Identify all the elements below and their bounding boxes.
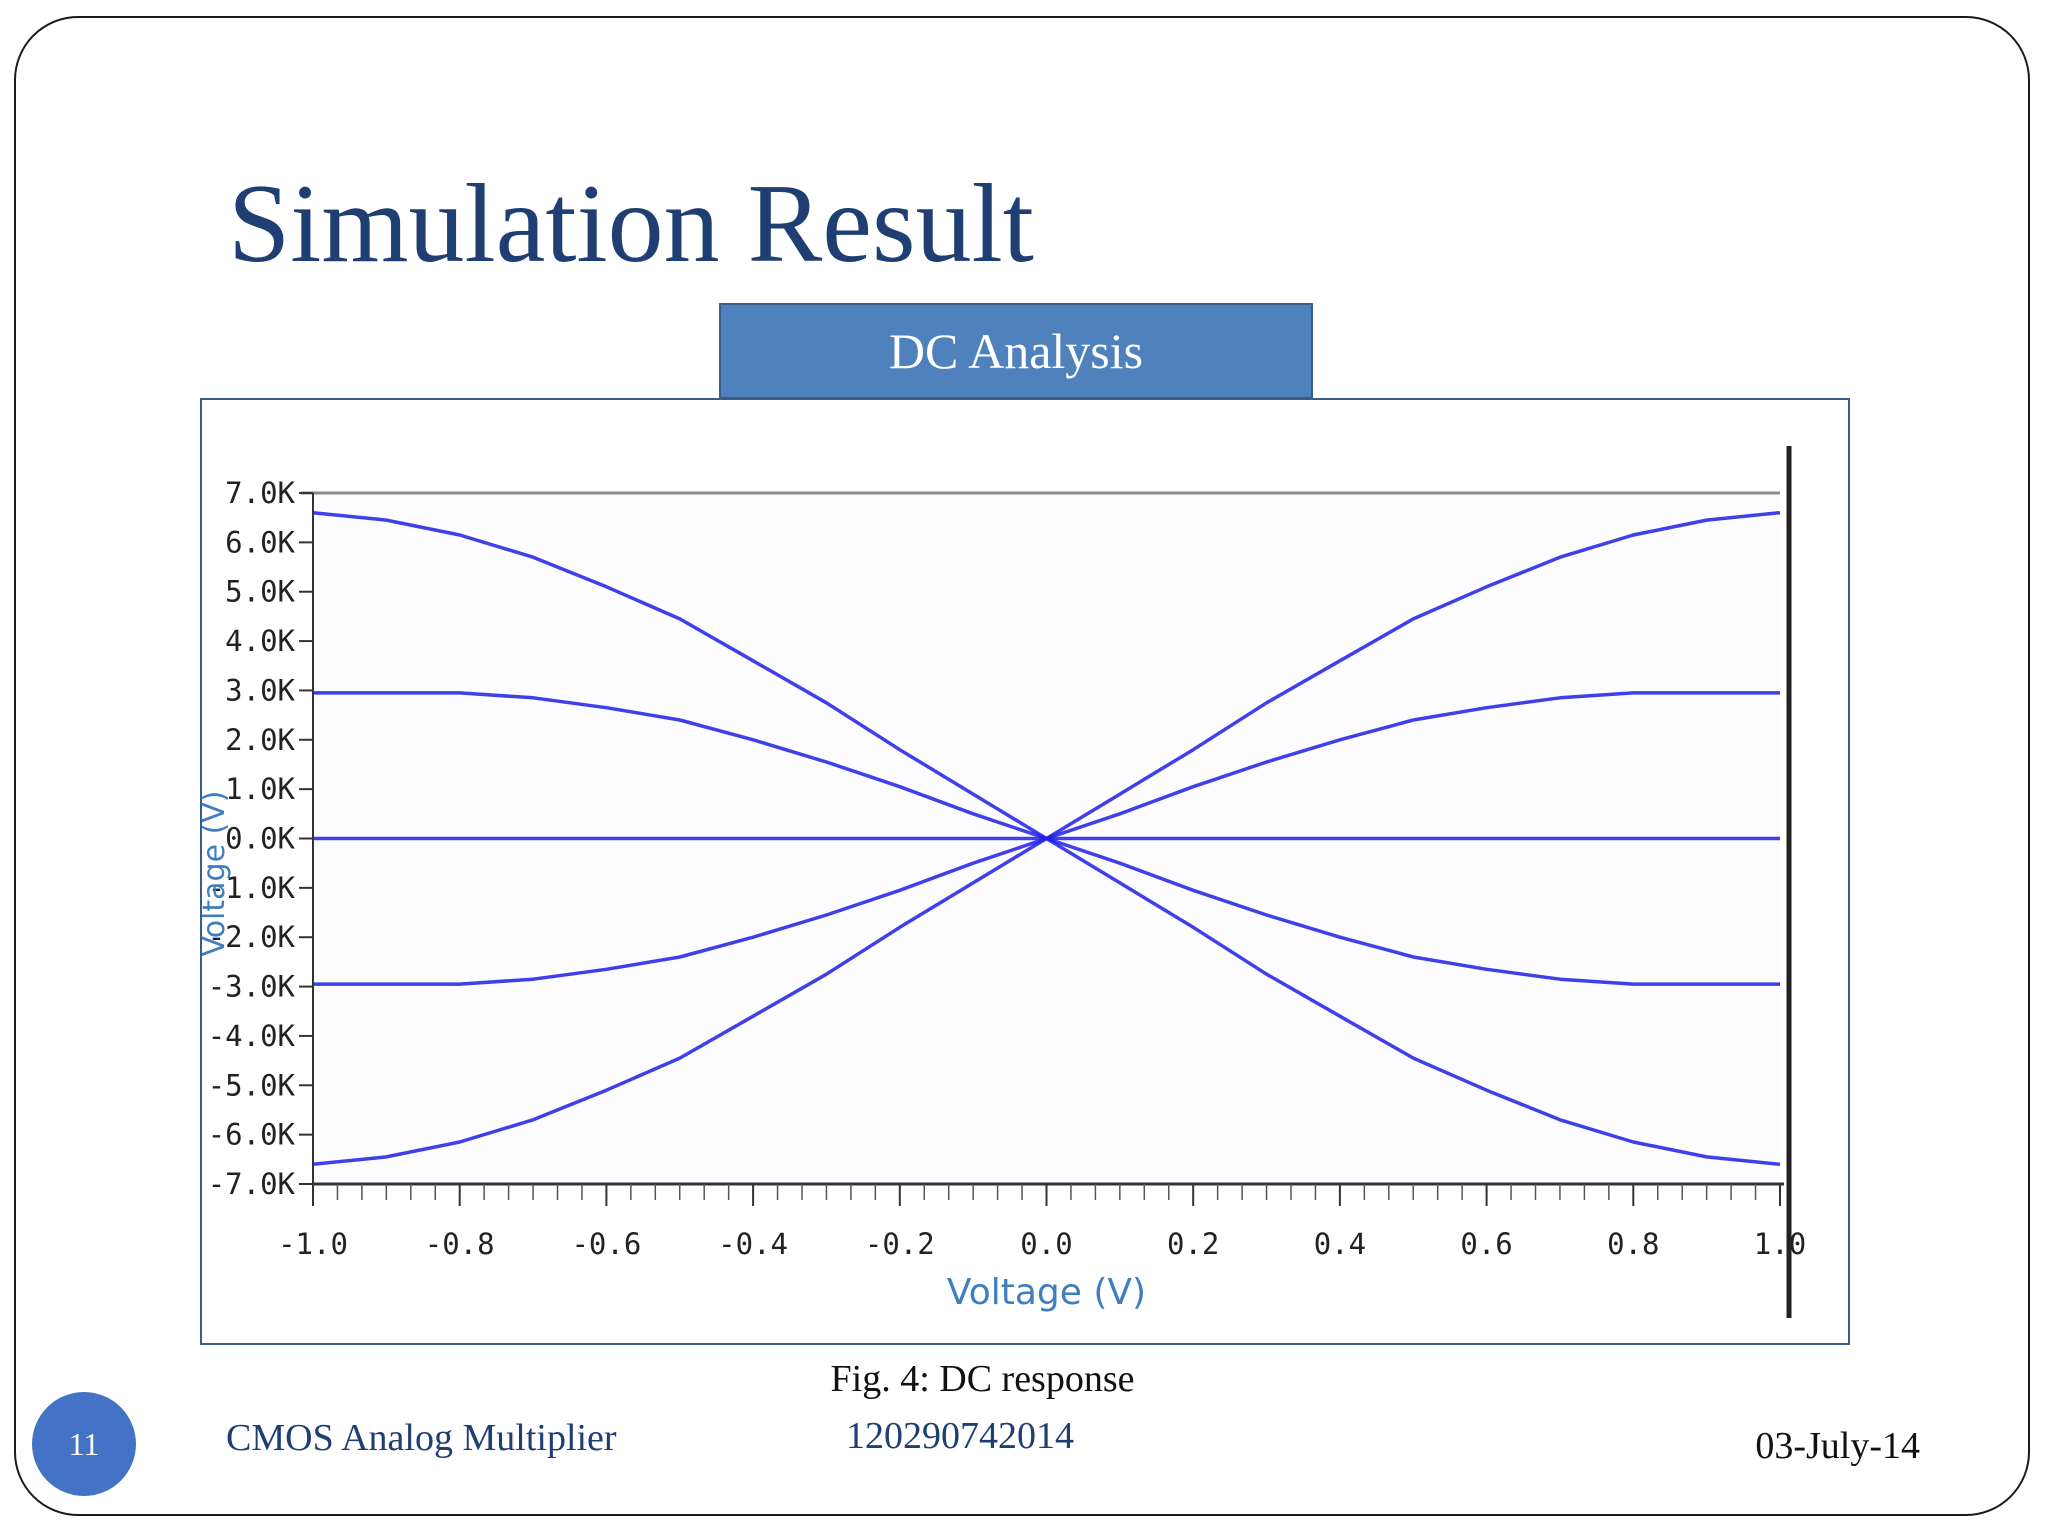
x-tick-label: -0.8 — [425, 1227, 495, 1261]
y-tick-label: -7.0K — [208, 1167, 296, 1201]
slide-frame — [14, 16, 2030, 1516]
x-tick-label: -1.0 — [278, 1227, 348, 1261]
y-tick-label: -3.0K — [208, 970, 296, 1004]
x-tick-label: -0.6 — [571, 1227, 641, 1261]
figure-caption: Fig. 4: DC response — [830, 1358, 1135, 1400]
y-tick-label: 7.0K — [225, 476, 295, 510]
x-tick-label: -0.2 — [865, 1227, 935, 1261]
y-tick-label: 2.0K — [225, 723, 295, 757]
y-tick-label: -1.0K — [208, 871, 296, 905]
footer-title: CMOS Analog Multiplier — [226, 1417, 617, 1459]
series-line-5 — [312, 510, 1781, 1167]
x-tick-label: 1.0 — [1754, 1227, 1806, 1261]
footer-date: 03-July-14 — [1755, 1425, 1920, 1467]
y-tick-label: 3.0K — [225, 673, 295, 707]
dc-analysis-label: DC Analysis — [888, 323, 1144, 379]
x-axis-label: Voltage (V) — [947, 1272, 1146, 1313]
y-tick-label: 4.0K — [225, 624, 295, 658]
y-axis-label: Voltage (V) — [202, 791, 232, 957]
x-tick-label: 0.4 — [1314, 1227, 1366, 1261]
y-tick-label: -4.0K — [208, 1019, 296, 1053]
y-tick-label: 1.0K — [225, 772, 295, 806]
y-tick-label: 5.0K — [225, 575, 295, 609]
chart-frame: 7.0K 6.0K 5.0K 4.0K 3.0K 2.0K 1.0K 0.0K -1.0K -2.… — [200, 398, 1850, 1345]
x-tick-label: -0.4 — [718, 1227, 788, 1261]
y-tick-label: -6.0K — [208, 1118, 296, 1152]
y-tick-label: -5.0K — [208, 1068, 296, 1102]
slide-title: Simulation Result — [228, 162, 1034, 286]
dc-response-chart: 7.0K 6.0K 5.0K 4.0K 3.0K 2.0K 1.0K 0.0K -1.0K -2.… — [202, 446, 1806, 1318]
page-number: 11 — [68, 1425, 100, 1462]
x-tick-label: 0.2 — [1167, 1227, 1219, 1261]
y-tick-label: 6.0K — [225, 525, 295, 559]
x-tick-label: 0.6 — [1460, 1227, 1512, 1261]
page-number-badge: 11 — [32, 1392, 136, 1496]
footer-id: 120290742014 — [846, 1415, 1074, 1457]
x-tick-label: 0.8 — [1607, 1227, 1659, 1261]
dc-analysis-tab: DC Analysis — [719, 303, 1313, 399]
y-tick-label: 0.0K — [225, 822, 295, 856]
x-tick-label: 0.0 — [1020, 1227, 1072, 1261]
y-tick-label: -2.0K — [208, 920, 296, 954]
